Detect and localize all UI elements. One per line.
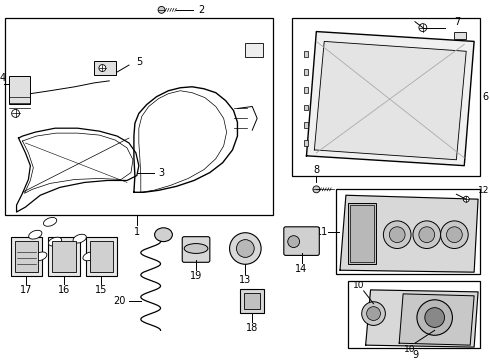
Text: 3: 3 [159, 167, 165, 177]
Bar [90, 240, 113, 272]
Circle shape [425, 308, 444, 327]
Bar [241, 289, 264, 312]
Ellipse shape [58, 257, 72, 266]
Bar [48, 237, 80, 276]
Circle shape [288, 236, 299, 248]
Circle shape [237, 240, 254, 257]
FancyBboxPatch shape [182, 237, 210, 262]
Text: 16: 16 [58, 285, 70, 295]
Text: 4: 4 [0, 73, 6, 83]
Circle shape [313, 186, 320, 193]
Bar [245, 44, 263, 57]
Text: 7: 7 [454, 17, 461, 27]
Circle shape [158, 6, 165, 13]
Ellipse shape [155, 228, 172, 242]
Text: 19: 19 [190, 271, 202, 281]
Text: 14: 14 [295, 264, 308, 274]
Circle shape [419, 227, 435, 243]
Circle shape [390, 227, 405, 243]
Bar [303, 140, 308, 146]
Text: 1: 1 [134, 227, 140, 237]
Bar [303, 87, 308, 93]
Polygon shape [399, 294, 474, 345]
Ellipse shape [73, 234, 86, 243]
Text: 10: 10 [404, 345, 416, 354]
Circle shape [12, 109, 20, 117]
Bar [11, 237, 42, 276]
Circle shape [417, 300, 452, 335]
Text: 8: 8 [313, 165, 319, 175]
Circle shape [446, 227, 462, 243]
Text: 11: 11 [316, 227, 328, 237]
Bar [15, 240, 38, 272]
Circle shape [413, 221, 441, 248]
Text: 17: 17 [20, 285, 33, 295]
Circle shape [441, 221, 468, 248]
Polygon shape [366, 290, 478, 347]
Ellipse shape [34, 252, 47, 261]
Text: 5: 5 [136, 57, 142, 67]
Text: 15: 15 [95, 285, 108, 295]
Circle shape [383, 221, 411, 248]
Polygon shape [306, 32, 474, 166]
Text: 6: 6 [482, 92, 488, 102]
Bar [348, 281, 480, 348]
Circle shape [362, 302, 385, 325]
Bar [9, 76, 30, 104]
Circle shape [367, 307, 380, 320]
Circle shape [229, 233, 261, 264]
Bar [303, 122, 308, 128]
Bar [303, 104, 308, 111]
Polygon shape [315, 41, 466, 160]
Ellipse shape [49, 237, 62, 246]
Bar [336, 189, 480, 274]
Bar [292, 18, 480, 176]
Text: 20: 20 [113, 296, 125, 306]
Bar [454, 32, 466, 40]
Circle shape [419, 24, 427, 32]
Bar [245, 293, 260, 309]
Text: 9: 9 [412, 350, 418, 360]
Text: 13: 13 [239, 275, 251, 285]
Ellipse shape [83, 252, 96, 261]
Ellipse shape [44, 217, 57, 226]
Bar [350, 205, 373, 262]
Bar [303, 69, 308, 75]
Bar [95, 61, 116, 75]
Bar [303, 51, 308, 57]
Ellipse shape [29, 230, 42, 239]
FancyBboxPatch shape [284, 227, 319, 255]
Bar [348, 203, 375, 264]
Circle shape [463, 196, 469, 202]
Polygon shape [340, 195, 478, 272]
Bar [52, 240, 76, 272]
Text: 2: 2 [198, 5, 204, 15]
Bar [86, 237, 117, 276]
Text: 12: 12 [478, 186, 490, 195]
Text: 18: 18 [246, 323, 258, 333]
Text: 10: 10 [353, 282, 365, 291]
Ellipse shape [184, 244, 208, 253]
Circle shape [99, 64, 106, 72]
Bar [5, 18, 273, 215]
